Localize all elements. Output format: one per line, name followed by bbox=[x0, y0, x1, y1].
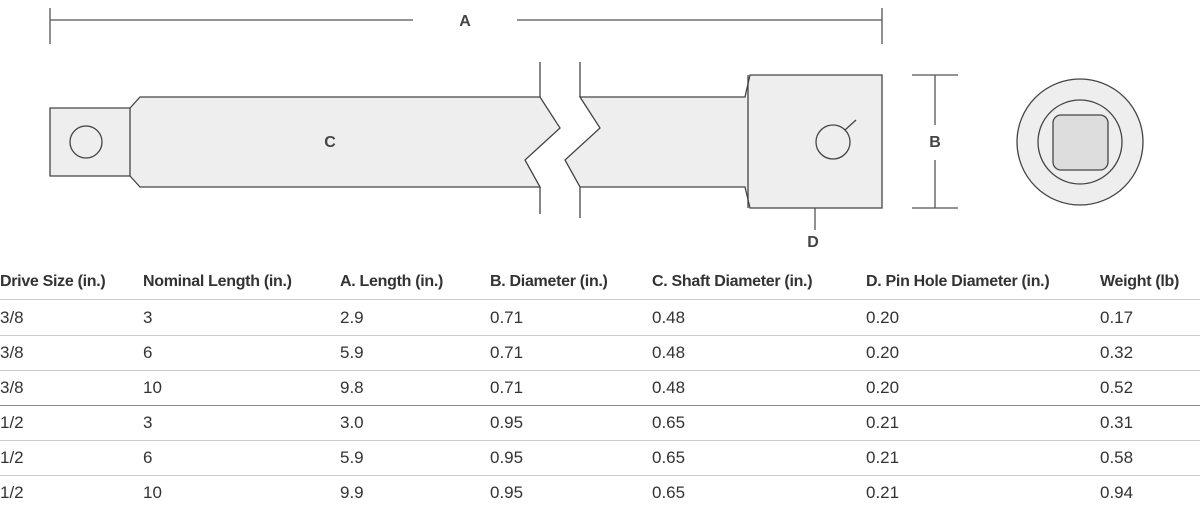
table-cell: 0.95 bbox=[490, 448, 524, 467]
table-cell: 3 bbox=[143, 413, 153, 432]
table-cell: 0.21 bbox=[866, 483, 900, 502]
table-cell: 0.20 bbox=[866, 308, 900, 327]
break-lines bbox=[539, 62, 857, 218]
header-cell: Weight (lb) bbox=[1100, 273, 1180, 290]
table-cell: 3/8 bbox=[0, 378, 24, 397]
diagram: A B C D bbox=[49, 8, 1144, 251]
table-cell: 0.48 bbox=[652, 343, 686, 362]
label-c: C bbox=[324, 134, 336, 151]
row-rule bbox=[0, 475, 1200, 476]
header-cell: Drive Size (in.) bbox=[0, 273, 106, 290]
end-view bbox=[1016, 78, 1144, 206]
table-cell: 0.21 bbox=[866, 413, 900, 432]
table-cell: 9.8 bbox=[340, 378, 364, 397]
table-cell: 6 bbox=[143, 448, 153, 467]
table-cell: 0.20 bbox=[866, 378, 900, 397]
table-cell: 5.9 bbox=[340, 343, 364, 362]
table-cell: 10 bbox=[143, 483, 162, 502]
label-a: A bbox=[459, 13, 471, 30]
table-cell: 1/2 bbox=[0, 413, 24, 432]
table-cell: 3/8 bbox=[0, 343, 24, 362]
label-b: B bbox=[929, 134, 941, 151]
table-cell: 0.21 bbox=[866, 448, 900, 467]
row-rule bbox=[0, 405, 1200, 406]
table-cell: 0.71 bbox=[490, 378, 524, 397]
table-cell: 9.9 bbox=[340, 483, 364, 502]
table-cell: 0.17 bbox=[1100, 308, 1134, 327]
table-cell: 5.9 bbox=[340, 448, 364, 467]
table-cell: 0.48 bbox=[652, 378, 686, 397]
table-cell: 3/8 bbox=[0, 308, 24, 327]
table-cell: 0.58 bbox=[1100, 448, 1134, 467]
table-cell: 1/2 bbox=[0, 448, 24, 467]
table-cell: 0.65 bbox=[652, 483, 686, 502]
table-cell: 2.9 bbox=[340, 308, 364, 327]
row-rule bbox=[0, 440, 1200, 441]
header-cell: B. Diameter (in.) bbox=[490, 273, 608, 290]
row-rule bbox=[0, 370, 1200, 371]
table-cell: 0.52 bbox=[1100, 378, 1134, 397]
table-cell: 0.31 bbox=[1100, 413, 1134, 432]
table-cell: 0.32 bbox=[1100, 343, 1134, 362]
table-cell: 0.71 bbox=[490, 343, 524, 362]
row-rule bbox=[0, 335, 1200, 336]
label-d: D bbox=[807, 234, 819, 251]
table-cell: 3.0 bbox=[340, 413, 364, 432]
extension-bar bbox=[49, 74, 883, 209]
table-cell: 6 bbox=[143, 343, 153, 362]
header-cell: D. Pin Hole Diameter (in.) bbox=[866, 273, 1050, 290]
table-cell: 0.48 bbox=[652, 308, 686, 327]
header-cell: Nominal Length (in.) bbox=[143, 273, 292, 290]
table-cell: 0.94 bbox=[1100, 483, 1134, 502]
table-cell: 0.95 bbox=[490, 413, 524, 432]
table-cell: 0.20 bbox=[866, 343, 900, 362]
table-cell: 1/2 bbox=[0, 483, 24, 502]
table-cell: 10 bbox=[143, 378, 162, 397]
header-rule bbox=[0, 299, 1200, 300]
table-cell: 0.65 bbox=[652, 448, 686, 467]
table-cell: 3 bbox=[143, 308, 153, 327]
table-cell: 0.71 bbox=[490, 308, 524, 327]
header-cell: A. Length (in.) bbox=[340, 273, 444, 290]
header-cell: C. Shaft Diameter (in.) bbox=[652, 273, 813, 290]
table-cell: 0.95 bbox=[490, 483, 524, 502]
table-cell: 0.65 bbox=[652, 413, 686, 432]
